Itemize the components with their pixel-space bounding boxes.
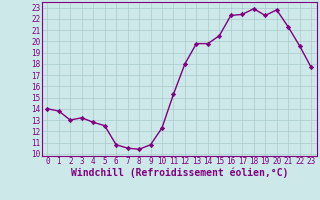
X-axis label: Windchill (Refroidissement éolien,°C): Windchill (Refroidissement éolien,°C): [70, 168, 288, 178]
